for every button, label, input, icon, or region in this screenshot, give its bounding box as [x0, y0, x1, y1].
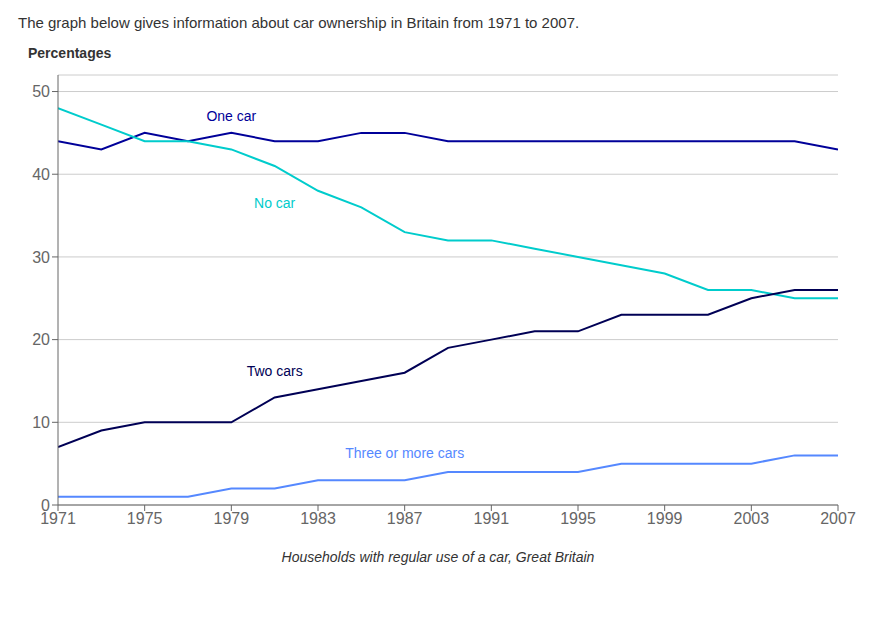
- svg-text:1983: 1983: [300, 510, 336, 527]
- svg-text:1971: 1971: [40, 510, 76, 528]
- html-text:Percentages: Percentages: [28, 45, 112, 61]
- svg-text:Three or more cars: Three or more cars: [345, 445, 464, 461]
- svg-text:40: 40: [32, 166, 50, 183]
- svg-text:2007: 2007: [820, 510, 856, 527]
- svg-text:No car: No car: [254, 195, 296, 211]
- html-text:The graph below gives informat: The graph below gives information about …: [18, 14, 580, 31]
- svg-text:1975: 1975: [127, 510, 163, 527]
- svg-text:10: 10: [32, 414, 50, 431]
- svg-text:1995: 1995: [560, 510, 596, 527]
- svg-text:30: 30: [32, 249, 50, 266]
- svg-text:1979: 1979: [214, 510, 250, 527]
- svg-text:Two cars: Two cars: [247, 363, 303, 379]
- html-text:Households with regular use of: Households with regular use of a car, Gr…: [281, 549, 595, 565]
- svg-text:1991: 1991: [474, 510, 510, 527]
- svg-text:One car: One car: [206, 108, 256, 124]
- svg-text:1987: 1987: [387, 510, 423, 527]
- svg-text:20: 20: [32, 331, 50, 348]
- svg-text:0: 0: [41, 497, 50, 514]
- svg-text:2003: 2003: [734, 510, 770, 527]
- svg-text:50: 50: [32, 83, 50, 100]
- svg-text:1999: 1999: [647, 510, 683, 527]
